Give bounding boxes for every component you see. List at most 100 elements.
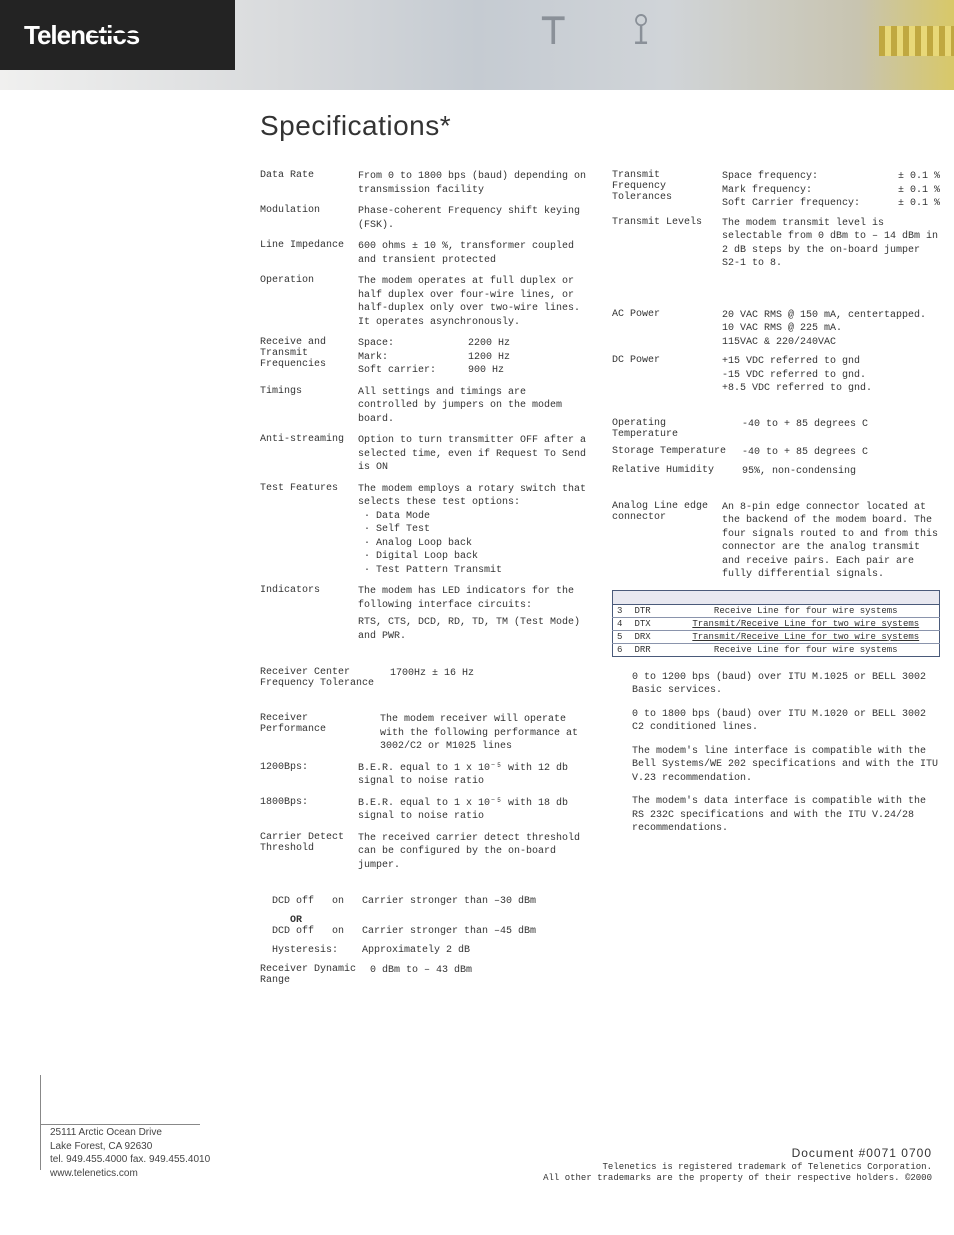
dcd-val: Carrier stronger than –45 dBm	[362, 926, 536, 937]
label: Receive and Transmit Frequencies	[260, 337, 358, 378]
value: 1700Hz ± 16 Hz	[390, 667, 588, 689]
label: Hysteresis:	[272, 945, 362, 956]
value: -40 to + 85 degrees C	[742, 418, 940, 440]
header-decor: ⊤ ⟟	[540, 4, 669, 58]
label: Test Features	[260, 483, 358, 578]
label: Relative Humidity	[612, 465, 742, 479]
content: Data RateFrom 0 to 1800 bps (baud) depen…	[260, 170, 940, 994]
line: 115VAC & 220/240VAC	[722, 336, 940, 350]
tol-pm: ± 0.1 %	[884, 170, 940, 184]
addr-line: Lake Forest, CA 92630	[50, 1140, 210, 1154]
cell: 3	[613, 604, 631, 617]
sub-v: 900 Hz	[468, 364, 504, 378]
label: Operating Temperature	[612, 418, 742, 440]
header-swatch	[879, 26, 954, 56]
value: The modem employs a rotary switch that s…	[358, 483, 588, 578]
cell: 6	[613, 643, 631, 656]
value: 0 dBm to – 43 dBm	[370, 964, 588, 986]
bullet: Test Pattern Transmit	[364, 564, 588, 578]
label: Receiver Performance	[260, 713, 380, 754]
addr-line: 25111 Arctic Ocean Drive	[50, 1126, 210, 1140]
line: +15 VDC referred to gnd	[722, 355, 940, 369]
cell: 4	[613, 617, 631, 630]
label: Analog Line edge connector	[612, 501, 722, 582]
label: Anti-streaming	[260, 434, 358, 475]
value: B.E.R. equal to 1 x 10⁻⁵ with 18 db sign…	[358, 797, 588, 824]
tol-pm: ± 0.1 %	[884, 184, 940, 198]
label: Transmit Levels	[612, 217, 722, 271]
label: Timings	[260, 386, 358, 427]
sub-v: 1200 Hz	[468, 351, 510, 365]
label: DC Power	[612, 355, 722, 396]
value: 95%, non-condensing	[742, 465, 940, 479]
cell: Receive Line for four wire systems	[673, 643, 940, 656]
value: From 0 to 1800 bps (baud) depending on t…	[358, 170, 588, 197]
value: Option to turn transmitter OFF after a s…	[358, 434, 588, 475]
line: -15 VDC referred to gnd.	[722, 369, 940, 383]
or-text: OR	[260, 915, 588, 926]
value: Space frequency:± 0.1 % Mark frequency:±…	[722, 170, 940, 211]
dcd-pre: DCD off	[272, 926, 332, 937]
label: Storage Temperature	[612, 446, 742, 460]
line: 20 VAC RMS @ 150 mA, centertapped.	[722, 309, 940, 323]
line: RTS, CTS, DCD, RD, TD, TM (Test Mode) an…	[358, 616, 588, 643]
cell: 5	[613, 630, 631, 643]
label: Indicators	[260, 585, 358, 643]
table-row: 3DTRReceive Line for four wire systems	[613, 604, 940, 617]
tol-t: Space frequency:	[722, 170, 884, 184]
page-title: Specifications*	[260, 110, 451, 142]
table-row: 4DTXTransmit/Receive Line for two wire s…	[613, 617, 940, 630]
label: 1200Bps:	[260, 762, 358, 789]
footer-address: 25111 Arctic Ocean Drive Lake Forest, CA…	[50, 1126, 210, 1180]
value: B.E.R. equal to 1 x 10⁻⁵ with 12 db sign…	[358, 762, 588, 789]
value: The modem receiver will operate with the…	[380, 713, 588, 754]
label: Line Impedance	[260, 240, 358, 267]
right-column: Transmit Frequency Tolerances Space freq…	[612, 170, 940, 994]
paragraph: The modem's data interface is compatible…	[632, 795, 940, 836]
label: Carrier Detect Threshold	[260, 832, 358, 873]
value: Space:2200 Hz Mark:1200 Hz Soft carrier:…	[358, 337, 588, 378]
value: 600 ohms ± 10 %, transformer coupled and…	[358, 240, 588, 267]
document-number: Document #0071 0700 Telenetics is regist…	[543, 1146, 932, 1185]
paragraph: The modem's line interface is compatible…	[632, 745, 940, 786]
value: The modem operates at full duplex or hal…	[358, 275, 588, 329]
bullet: Data Mode	[364, 510, 588, 524]
cell: DTX	[631, 617, 673, 630]
dcd-mid: on	[332, 926, 362, 937]
value: An 8-pin edge connector located at the b…	[722, 501, 940, 582]
cell: Receive Line for four wire systems	[673, 604, 940, 617]
value: The modem transmit level is selectable f…	[722, 217, 940, 271]
line: +8.5 VDC referred to gnd.	[722, 382, 940, 396]
sub-k: Space:	[358, 337, 468, 351]
addr-line: www.telenetics.com	[50, 1167, 210, 1181]
value: Phase-coherent Frequency shift keying (F…	[358, 205, 588, 232]
value: The received carrier detect threshold ca…	[358, 832, 588, 873]
label: AC Power	[612, 309, 722, 350]
label: Modulation	[260, 205, 358, 232]
pin-table: 3DTRReceive Line for four wire systems 4…	[612, 590, 940, 657]
line: 10 VAC RMS @ 225 mA.	[722, 322, 940, 336]
dcd-mid: on	[332, 896, 362, 907]
value: Approximately 2 dB	[362, 945, 470, 956]
cell: DTR	[631, 604, 673, 617]
brand-block: Telenetics	[0, 0, 235, 70]
label: Receiver Dynamic Range	[260, 964, 370, 986]
value: The modem has LED indicators for the fol…	[358, 585, 588, 643]
cell: Transmit/Receive Line for two wire syste…	[673, 617, 940, 630]
bullets: Data Mode Self Test Analog Loop back Dig…	[358, 510, 588, 578]
value: -40 to + 85 degrees C	[742, 446, 940, 460]
left-column: Data RateFrom 0 to 1800 bps (baud) depen…	[260, 170, 588, 994]
line: The modem has LED indicators for the fol…	[358, 585, 588, 612]
bullet: Analog Loop back	[364, 537, 588, 551]
bullet: Self Test	[364, 523, 588, 537]
tol-t: Soft Carrier frequency:	[722, 197, 884, 211]
tol-pm: ± 0.1 %	[884, 197, 940, 211]
value: 20 VAC RMS @ 150 mA, centertapped. 10 VA…	[722, 309, 940, 350]
tol-t: Mark frequency:	[722, 184, 884, 198]
footer-rule-h	[40, 1124, 200, 1125]
doc-id: Document #0071 0700	[543, 1146, 932, 1162]
label: Operation	[260, 275, 358, 329]
sub-k: Mark:	[358, 351, 468, 365]
bullet: Digital Loop back	[364, 550, 588, 564]
brand-text: Telenetics	[24, 20, 139, 51]
